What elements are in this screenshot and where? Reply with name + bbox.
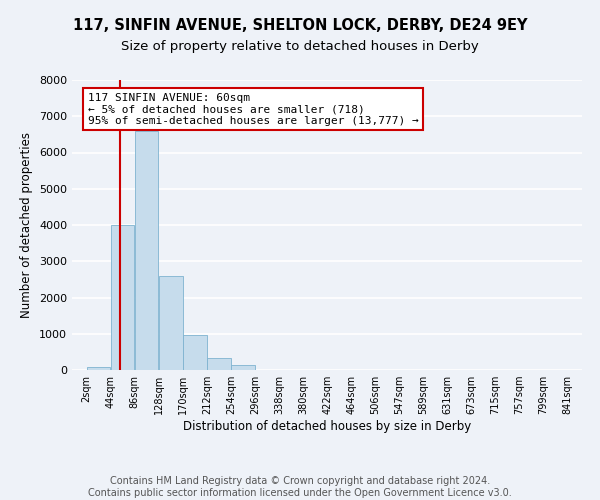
Text: Contains HM Land Registry data © Crown copyright and database right 2024.
Contai: Contains HM Land Registry data © Crown c… <box>88 476 512 498</box>
Bar <box>207 358 231 370</box>
Text: 117 SINFIN AVENUE: 60sqm
← 5% of detached houses are smaller (718)
95% of semi-d: 117 SINFIN AVENUE: 60sqm ← 5% of detache… <box>88 92 418 126</box>
Bar <box>135 130 158 370</box>
Text: Size of property relative to detached houses in Derby: Size of property relative to detached ho… <box>121 40 479 53</box>
Y-axis label: Number of detached properties: Number of detached properties <box>20 132 34 318</box>
X-axis label: Distribution of detached houses by size in Derby: Distribution of detached houses by size … <box>183 420 471 433</box>
Bar <box>86 368 110 370</box>
Bar <box>231 366 255 370</box>
Bar <box>111 225 134 370</box>
Bar <box>159 276 182 370</box>
Bar <box>183 334 206 370</box>
Text: 117, SINFIN AVENUE, SHELTON LOCK, DERBY, DE24 9EY: 117, SINFIN AVENUE, SHELTON LOCK, DERBY,… <box>73 18 527 32</box>
